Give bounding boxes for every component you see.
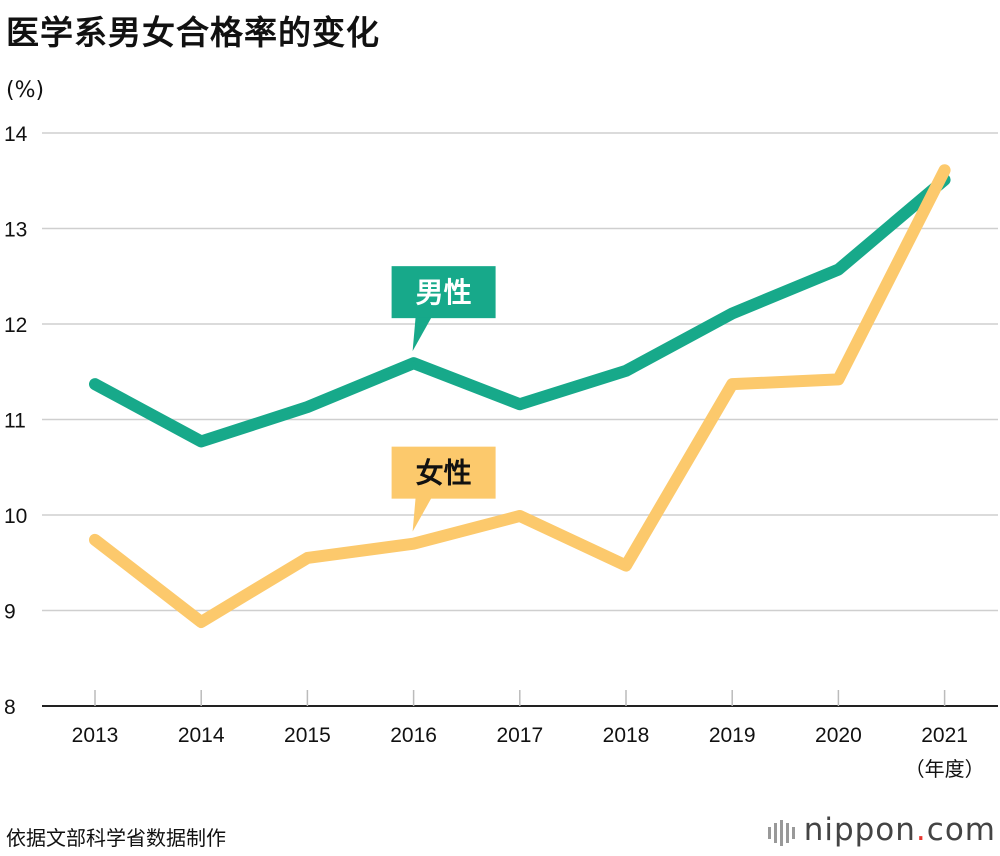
data-point-0-2020 — [836, 267, 841, 272]
chart-title: 医学系男女合格率的变化 — [6, 13, 380, 52]
logo-bars-icon — [767, 814, 798, 850]
y-tick-label-14: 14 — [4, 123, 28, 146]
callout-box-0 — [391, 266, 496, 319]
nippon-logo: nippon.com — [767, 812, 996, 850]
data-point-1-2020 — [836, 377, 841, 382]
data-point-0-2019 — [730, 311, 735, 316]
data-point-1-2017 — [517, 513, 522, 518]
x-tick-label-2017: 2017 — [496, 724, 543, 747]
data-point-1-2014 — [199, 619, 204, 624]
data-point-1-2019 — [730, 382, 735, 387]
x-axis-label: （年度） — [905, 757, 985, 781]
y-axis-unit: (%) — [6, 78, 45, 103]
x-tick-label-2014: 2014 — [178, 724, 225, 747]
y-tick-label-13: 13 — [4, 219, 27, 242]
source-note: 依据文部科学省数据制作 — [6, 826, 226, 850]
data-point-1-2015 — [305, 555, 310, 560]
callout-label-1: 女性 — [416, 457, 472, 490]
y-tick-label-12: 12 — [4, 314, 27, 337]
data-point-0-2015 — [305, 405, 310, 410]
callout-0: 男性 — [391, 266, 496, 352]
data-point-0-2013 — [93, 382, 97, 387]
y-tick-label-10: 10 — [4, 505, 27, 528]
data-point-0-2018 — [624, 368, 628, 373]
x-tick-label-2020: 2020 — [815, 724, 862, 747]
data-point-1-2021 — [942, 168, 947, 173]
data-point-1-2016 — [411, 541, 416, 546]
logo-suffix: com — [926, 812, 996, 848]
callout-label-0: 男性 — [416, 276, 472, 309]
data-point-1-2018 — [624, 563, 628, 568]
data-point-0-2016 — [411, 361, 416, 366]
callout-pointer-0 — [412, 317, 432, 352]
data-point-1-2013 — [93, 537, 97, 542]
x-tick-label-2018: 2018 — [603, 724, 650, 747]
y-tick-label-8: 8 — [4, 696, 16, 719]
data-point-0-2017 — [517, 402, 522, 407]
x-tick-label-2019: 2019 — [709, 724, 756, 747]
x-tick-label-2016: 2016 — [390, 724, 437, 747]
logo-dot: . — [915, 812, 927, 848]
data-point-0-2014 — [199, 439, 204, 444]
series-line-1 — [89, 164, 951, 628]
callout-1: 女性 — [391, 446, 496, 532]
y-tick-label-11: 11 — [4, 410, 26, 433]
callout-box-1 — [391, 446, 496, 499]
series-line-0 — [89, 173, 951, 448]
x-tick-label-2021: 2021 — [921, 724, 968, 747]
x-tick-label-2013: 2013 — [72, 724, 119, 747]
logo-name: nippon — [803, 812, 916, 848]
line-chart: 8 9 10 11 12 13 14 2013 2014 2015 2016 2017 2018 2019… — [4, 123, 998, 781]
x-tick-label-2015: 2015 — [284, 724, 331, 747]
callout-pointer-1 — [412, 497, 432, 532]
y-tick-label-9: 9 — [4, 601, 16, 624]
